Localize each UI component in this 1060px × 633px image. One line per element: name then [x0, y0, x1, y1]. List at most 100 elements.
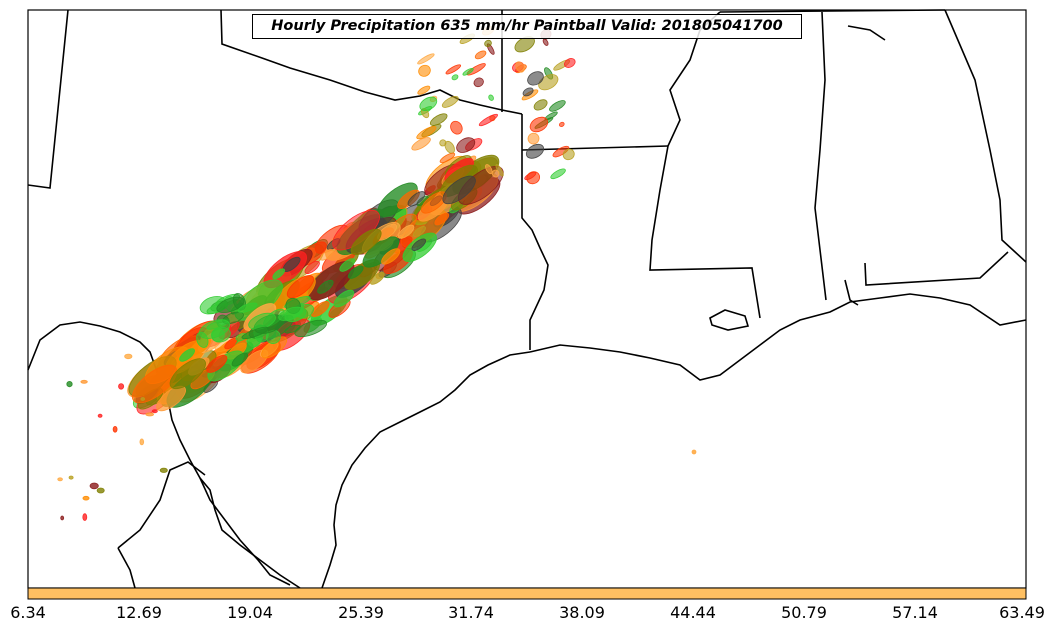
precip-blob	[294, 319, 328, 338]
precip-blob	[60, 515, 65, 521]
texas-coast	[321, 351, 531, 589]
precip-blob	[347, 265, 364, 279]
precip-blob	[529, 116, 549, 133]
arkansas-louisiana-border	[521, 145, 669, 151]
colorbar-tick: 6.34	[10, 603, 46, 622]
texas-arkansas-border	[521, 114, 549, 350]
mexico-state-line-2	[117, 547, 136, 589]
precip-blob	[473, 77, 484, 88]
precip-blob	[82, 495, 90, 501]
precip-blob	[562, 148, 575, 161]
precip-blob	[441, 95, 459, 108]
colorbar-tick: 25.39	[338, 603, 384, 622]
precip-blob	[333, 289, 355, 308]
precip-blob	[80, 379, 88, 384]
precip-blob	[474, 50, 487, 60]
precip-blob	[241, 326, 270, 340]
precip-blob	[434, 212, 450, 226]
precip-blob	[451, 74, 459, 81]
precip-blob	[140, 397, 146, 401]
precip-blob	[488, 94, 494, 101]
precip-blob	[533, 99, 548, 111]
precip-blob	[369, 272, 385, 285]
precip-blob	[439, 152, 456, 164]
precip-blob	[216, 296, 245, 314]
precip-blob	[286, 275, 314, 299]
precip-blob	[339, 258, 356, 272]
precip-blob	[272, 268, 286, 280]
precip-blob	[411, 137, 431, 151]
precip-blob	[445, 64, 462, 75]
alabama-georgia-border	[944, 9, 1027, 263]
mississippi-alabama-border	[814, 11, 827, 301]
precip-blob	[450, 120, 463, 135]
precip-blob	[456, 137, 476, 153]
mobile-bay	[844, 279, 859, 306]
precip-blob	[525, 143, 545, 159]
precip-blob	[542, 38, 549, 46]
precip-blob	[310, 301, 330, 317]
precip-blob	[526, 171, 541, 185]
mexico-state-line-3	[199, 477, 291, 586]
precip-blob	[416, 125, 437, 140]
gulf-coast	[529, 293, 1027, 381]
precip-blob	[419, 96, 438, 111]
colorbar-tick: 57.14	[892, 603, 938, 622]
rio-grande	[27, 321, 301, 589]
precip-blob	[151, 409, 158, 414]
precip-blob	[411, 238, 427, 251]
precip-blob	[527, 71, 544, 86]
precip-blob	[206, 354, 228, 373]
colorbar-tick: 44.44	[670, 603, 716, 622]
precip-blob	[549, 100, 566, 112]
tennessee-border	[719, 9, 946, 13]
precip-blob	[124, 353, 133, 360]
precip-blob	[211, 327, 231, 343]
precip-blob	[57, 477, 63, 482]
colorbar	[27, 587, 1027, 600]
precip-blob	[118, 383, 125, 390]
precip-blob	[550, 168, 566, 180]
precip-blob	[68, 475, 74, 480]
precip-blob	[691, 449, 697, 455]
precip-blob	[522, 87, 534, 97]
map-title: Hourly Precipitation 635 mm/hr Paintball…	[252, 14, 802, 39]
precipitation-paintball-layer	[57, 25, 697, 521]
colorbar-tick: 31.74	[448, 603, 494, 622]
colorbar-tick: 12.69	[116, 603, 162, 622]
precip-blob	[112, 425, 118, 433]
tennessee-lake	[847, 25, 886, 41]
florida-alabama-border	[864, 251, 1009, 286]
mexico-state-line-1	[117, 461, 206, 549]
precip-blob	[552, 145, 570, 158]
colorado-kansas-border	[27, 9, 69, 189]
precip-blob	[485, 164, 493, 175]
lake-pontchartrain	[709, 309, 750, 331]
precip-blob	[89, 482, 99, 490]
precip-blob	[413, 226, 426, 237]
precip-blob	[231, 352, 249, 367]
precip-blob	[350, 228, 382, 256]
precip-blob	[564, 58, 576, 68]
precip-blob	[66, 380, 73, 388]
precip-blob	[491, 169, 500, 178]
precip-blob	[278, 306, 304, 321]
precip-blob	[397, 224, 415, 239]
precip-blob	[169, 358, 206, 390]
precip-blob	[407, 191, 426, 207]
precip-blob	[179, 348, 195, 362]
precip-blob	[527, 132, 540, 145]
precip-blob	[417, 85, 431, 95]
colorbar-tick: 19.04	[227, 603, 273, 622]
precip-blob	[317, 279, 334, 294]
precip-blob	[304, 260, 320, 274]
colorbar-tick: 38.09	[559, 603, 605, 622]
precip-blob	[417, 53, 435, 65]
precip-blob	[145, 412, 155, 417]
precip-blob	[515, 61, 525, 73]
precip-blob	[559, 121, 565, 127]
oklahoma-kansas-border	[220, 9, 523, 115]
precip-blob	[156, 385, 186, 412]
precip-blob	[484, 39, 492, 47]
